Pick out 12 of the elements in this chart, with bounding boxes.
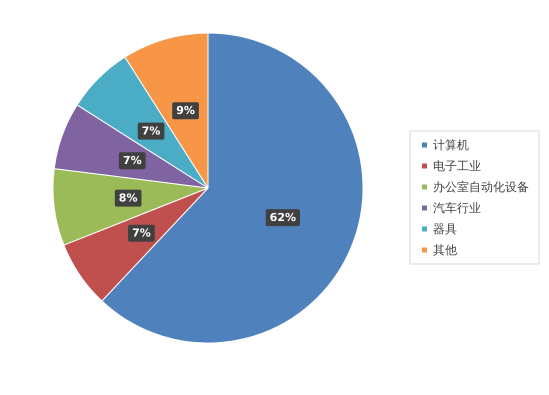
legend-label: 计算机	[433, 138, 469, 152]
data-label: 9%	[176, 104, 195, 118]
data-label: 62%	[270, 211, 296, 224]
data-label: 8%	[118, 192, 138, 205]
data-label: 7%	[122, 154, 142, 168]
data-label: 7%	[132, 226, 151, 240]
data-label: 7%	[142, 124, 160, 138]
legend-label: 办公室自动化设备	[433, 180, 529, 194]
legend-label: 汽车行业	[433, 201, 481, 215]
legend-label: 器具	[433, 222, 457, 236]
legend-label: 其他	[433, 243, 457, 257]
legend-label: 电子工业	[433, 159, 481, 173]
